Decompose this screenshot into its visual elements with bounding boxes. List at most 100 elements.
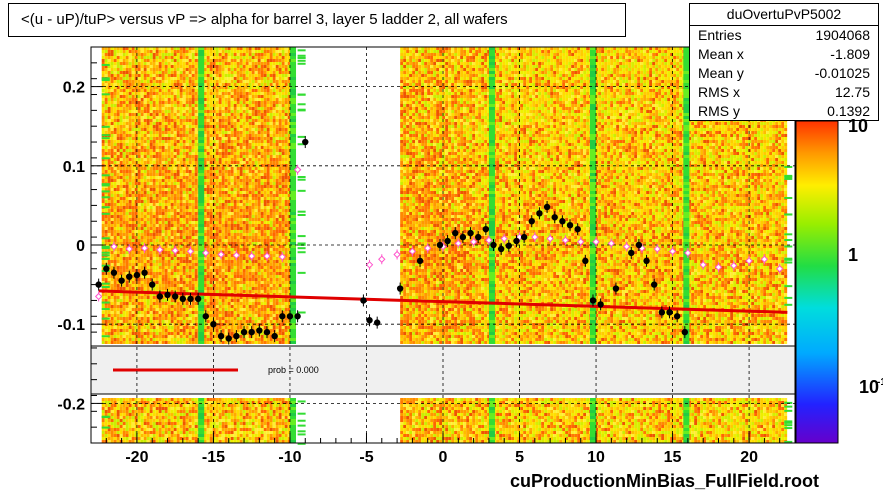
heatmap-cell bbox=[131, 161, 135, 164]
heatmap-cell bbox=[167, 398, 171, 401]
heatmap-cell bbox=[131, 410, 135, 413]
heatmap-cell bbox=[224, 227, 228, 230]
heatmap-cell bbox=[215, 239, 219, 242]
heatmap-cell bbox=[110, 119, 114, 122]
heatmap-cell bbox=[140, 302, 144, 305]
heatmap-cell bbox=[227, 170, 231, 173]
heatmap-cell bbox=[122, 401, 126, 404]
heatmap-cell bbox=[191, 134, 195, 137]
heatmap-cell bbox=[131, 419, 135, 422]
heatmap-cell bbox=[218, 194, 222, 197]
heatmap-cell bbox=[230, 116, 234, 119]
heatmap-cell bbox=[173, 239, 177, 242]
heatmap-cell bbox=[224, 146, 228, 149]
heatmap-cell bbox=[122, 101, 126, 104]
heatmap-cell bbox=[188, 116, 192, 119]
heatmap-cell bbox=[104, 326, 108, 329]
heatmap-cell bbox=[227, 221, 231, 224]
heatmap-cell bbox=[218, 233, 222, 236]
heatmap-cell bbox=[230, 131, 234, 134]
heatmap-cell bbox=[191, 413, 195, 416]
heatmap-cell bbox=[143, 425, 147, 428]
heatmap-cell bbox=[149, 335, 153, 338]
heatmap-cell bbox=[224, 317, 228, 320]
heatmap-cell bbox=[194, 110, 198, 113]
heatmap-cell bbox=[101, 299, 105, 302]
heatmap-cell bbox=[137, 179, 141, 182]
heatmap-cell bbox=[188, 194, 192, 197]
heatmap-cell bbox=[122, 182, 126, 185]
heatmap-cell bbox=[140, 176, 144, 179]
heatmap-cell bbox=[152, 62, 156, 65]
heatmap-cell bbox=[185, 284, 189, 287]
heatmap-cell bbox=[176, 113, 180, 116]
heatmap-cell bbox=[155, 182, 159, 185]
heatmap-cell bbox=[110, 83, 114, 86]
heatmap-cell bbox=[110, 242, 114, 245]
heatmap-cell bbox=[218, 269, 222, 272]
heatmap-cell bbox=[191, 305, 195, 308]
heatmap-cell bbox=[140, 185, 144, 188]
heatmap-cell bbox=[227, 140, 231, 143]
heatmap-cell bbox=[107, 233, 111, 236]
heatmap-cell bbox=[179, 185, 183, 188]
heatmap-cell bbox=[164, 47, 168, 50]
heatmap-cell bbox=[152, 143, 156, 146]
heatmap-cell bbox=[230, 290, 234, 293]
heatmap-cell bbox=[212, 284, 216, 287]
heatmap-cell bbox=[152, 278, 156, 281]
heatmap-cell bbox=[227, 50, 231, 53]
heatmap-cell bbox=[125, 431, 129, 434]
heatmap-cell bbox=[227, 179, 231, 182]
heatmap-cell bbox=[194, 125, 198, 128]
heatmap-cell bbox=[134, 155, 138, 158]
heatmap-cell bbox=[188, 104, 192, 107]
heatmap-cell bbox=[215, 278, 219, 281]
heatmap-cell bbox=[116, 128, 120, 131]
heatmap-cell bbox=[212, 281, 216, 284]
heatmap-cell bbox=[116, 143, 120, 146]
heatmap-cell bbox=[176, 146, 180, 149]
heatmap-cell bbox=[179, 56, 183, 59]
heatmap-cell bbox=[104, 161, 108, 164]
heatmap-cell bbox=[125, 107, 129, 110]
heatmap-cell bbox=[203, 104, 207, 107]
heatmap-cell bbox=[116, 149, 120, 152]
heatmap-cell bbox=[125, 68, 129, 71]
heatmap-cell bbox=[179, 263, 183, 266]
heatmap-cell bbox=[161, 110, 165, 113]
heatmap-cell bbox=[161, 50, 165, 53]
heatmap-cell bbox=[191, 284, 195, 287]
heatmap-cell bbox=[122, 434, 126, 437]
heatmap-cell bbox=[188, 92, 192, 95]
heatmap-cell bbox=[125, 272, 129, 275]
heatmap-cell bbox=[104, 149, 108, 152]
heatmap-cell bbox=[128, 95, 132, 98]
heatmap-cell bbox=[140, 143, 144, 146]
heatmap-cell bbox=[116, 224, 120, 227]
heatmap-cell bbox=[134, 131, 138, 134]
heatmap-cell bbox=[215, 245, 219, 248]
heatmap-cell bbox=[206, 257, 210, 260]
heatmap-cell bbox=[146, 146, 150, 149]
heatmap-cell bbox=[158, 110, 162, 113]
heatmap-cell bbox=[194, 407, 198, 410]
heatmap-cell bbox=[137, 188, 141, 191]
heatmap-cell bbox=[122, 146, 126, 149]
heatmap-cell bbox=[119, 305, 123, 308]
heatmap-cell bbox=[110, 68, 114, 71]
heatmap-cell bbox=[173, 173, 177, 176]
heatmap-cell bbox=[146, 401, 150, 404]
heatmap-cell bbox=[215, 266, 219, 269]
heatmap-cell bbox=[113, 248, 117, 251]
heatmap-cell bbox=[191, 221, 195, 224]
heatmap-cell bbox=[140, 128, 144, 131]
heatmap-cell bbox=[221, 305, 225, 308]
heatmap-cell bbox=[161, 281, 165, 284]
heatmap-cell bbox=[152, 272, 156, 275]
heatmap-cell bbox=[113, 122, 117, 125]
heatmap-cell bbox=[113, 227, 117, 230]
heatmap-cell bbox=[143, 278, 147, 281]
heatmap-cell bbox=[227, 128, 231, 131]
heatmap-cell bbox=[122, 203, 126, 206]
